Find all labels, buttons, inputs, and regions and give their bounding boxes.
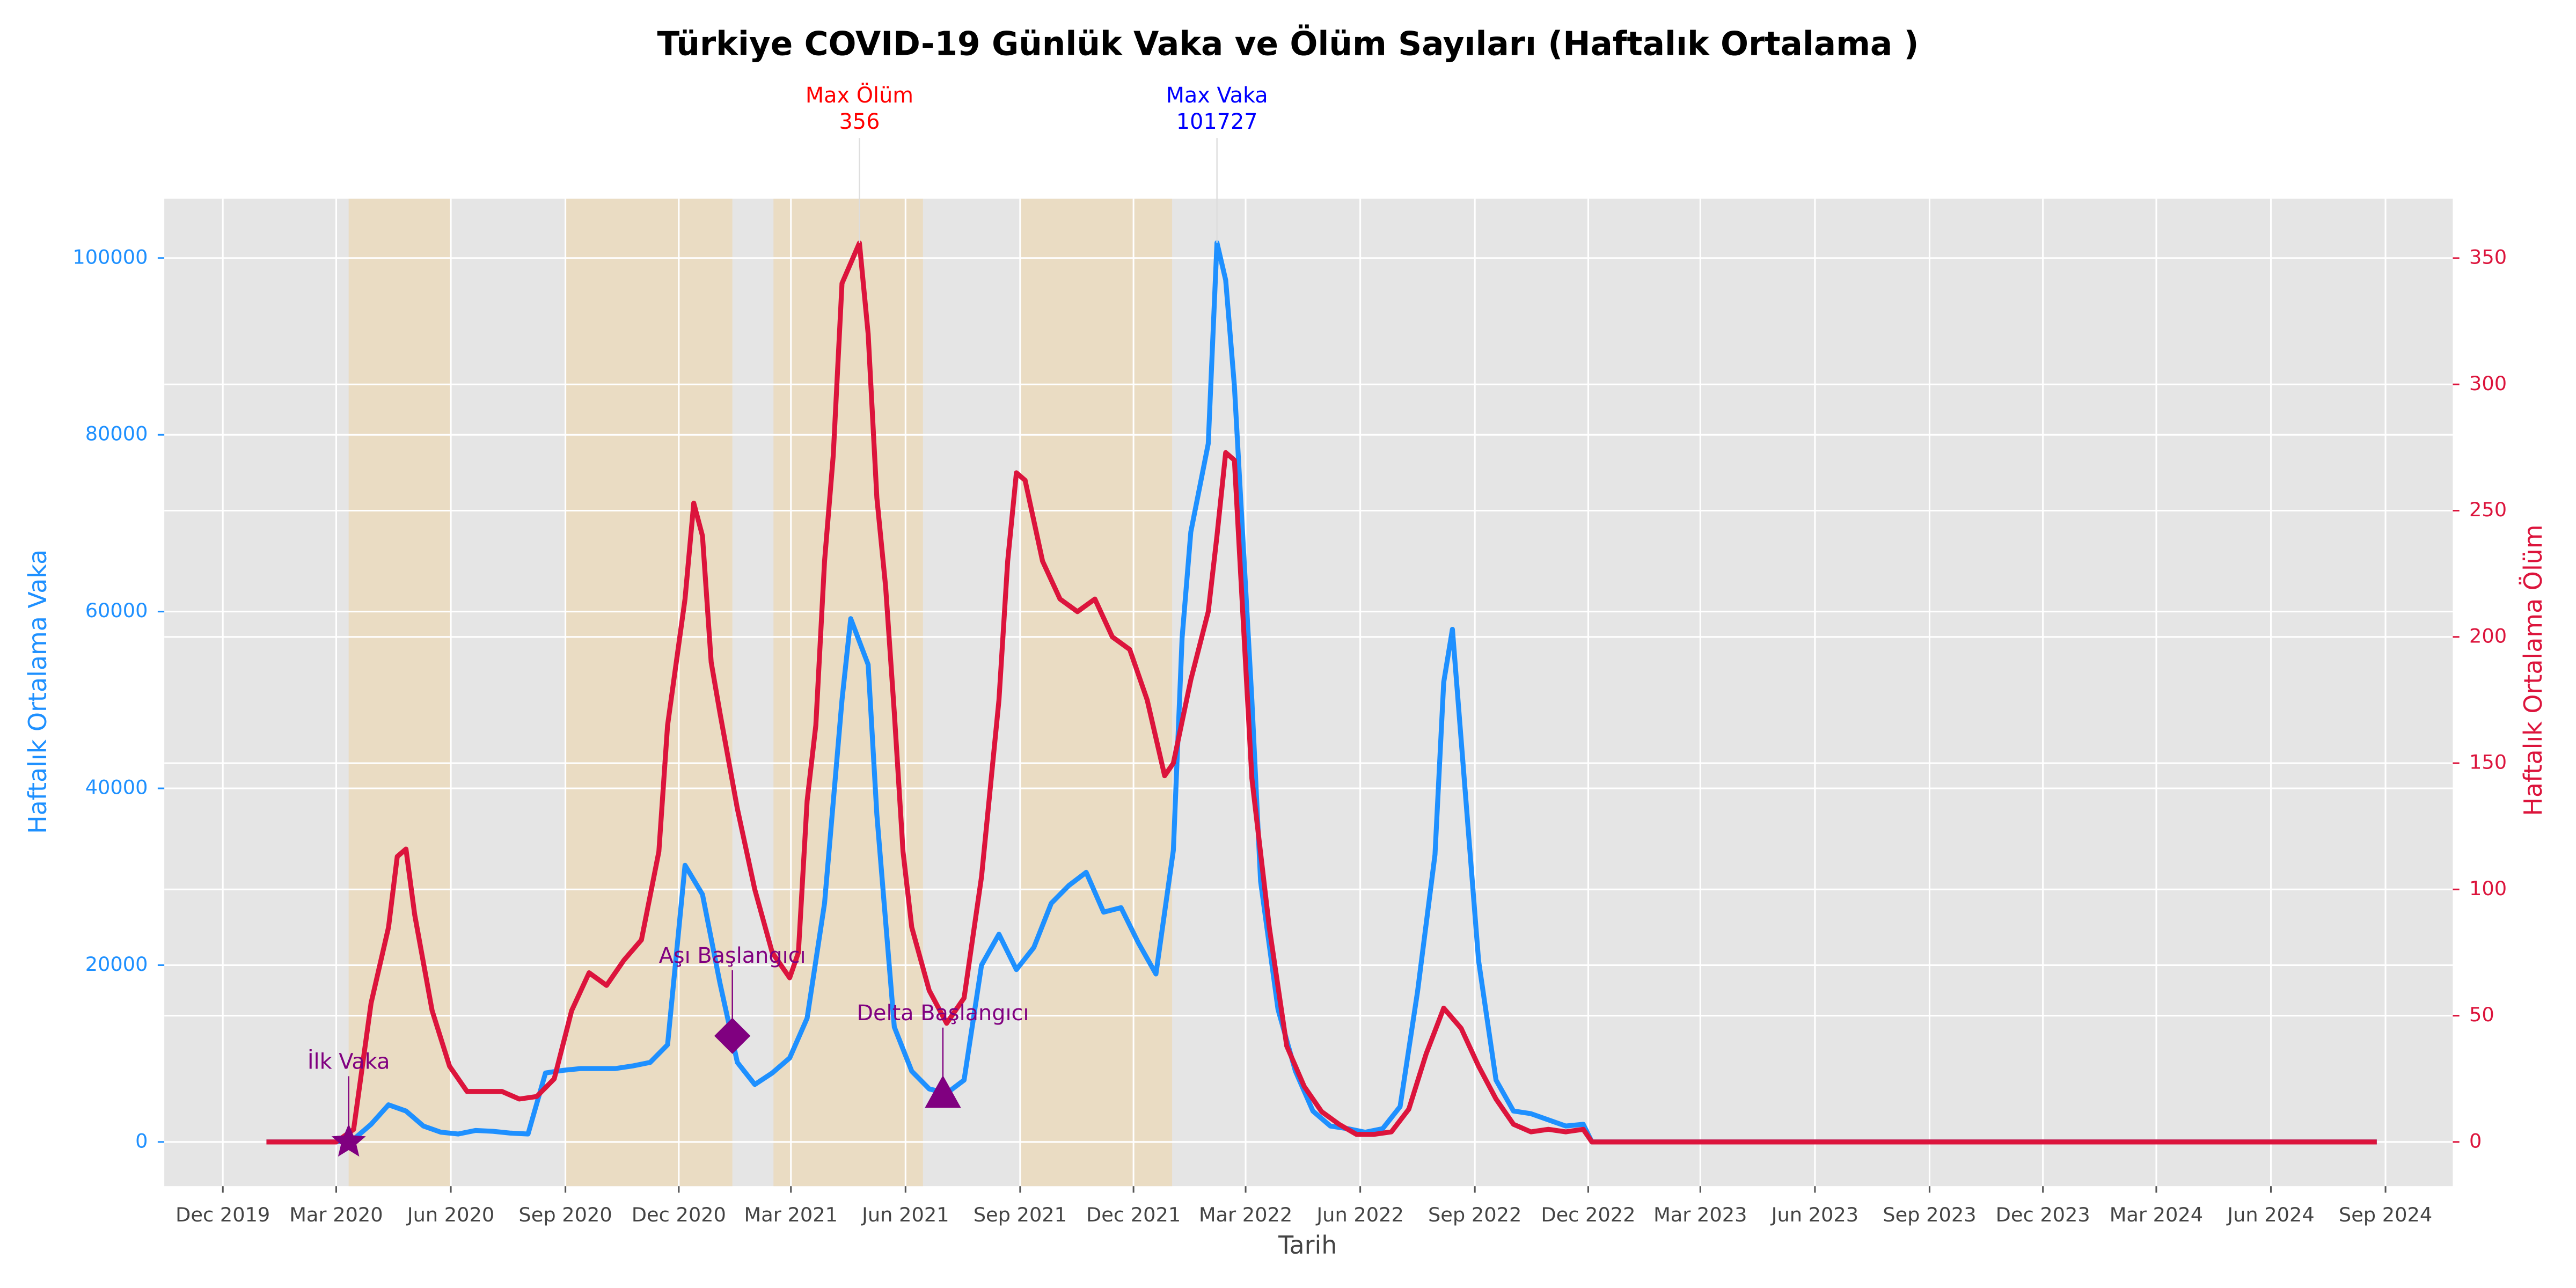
x-tick-label: Jun 2023 <box>1770 1203 1859 1226</box>
y2-tick-label: 0 <box>2469 1129 2482 1152</box>
plot-background <box>164 199 2453 1187</box>
x-tick-label: Dec 2019 <box>175 1203 270 1226</box>
y2-tick-label: 50 <box>2469 1003 2494 1026</box>
y2-tick-label: 150 <box>2469 751 2507 774</box>
max-label-text: Max Ölüm <box>806 83 913 108</box>
data-line <box>266 240 2377 1145</box>
y-axis-label: Haftalık Ortalama Vaka <box>23 550 52 834</box>
max-label-text: Max Vaka <box>1166 83 1268 108</box>
x-tick-label: Sep 2021 <box>974 1203 1067 1226</box>
annotation-text: Delta Başlangıcı <box>857 1001 1029 1026</box>
shaded-period <box>773 199 923 1187</box>
x-tick-label: Dec 2020 <box>632 1203 726 1226</box>
x-tick-label: Mar 2021 <box>744 1203 838 1226</box>
y-tick-label: 20000 <box>85 953 148 976</box>
y2-tick-label: 300 <box>2469 372 2507 395</box>
y2-tick-label: 100 <box>2469 877 2507 900</box>
annotation-marker <box>331 1124 366 1157</box>
x-tick-label: Sep 2020 <box>518 1203 612 1226</box>
y2-tick-label: 200 <box>2469 624 2507 647</box>
y-tick-label: 80000 <box>85 422 148 445</box>
x-tick-label: Sep 2024 <box>2339 1203 2432 1226</box>
data-line <box>266 240 2377 1145</box>
chart-title: Türkiye COVID-19 Günlük Vaka ve Ölüm Say… <box>657 24 1919 63</box>
x-tick-label: Jun 2024 <box>2226 1203 2315 1226</box>
x-tick-label: Jun 2021 <box>861 1203 949 1226</box>
shaded-period <box>1020 199 1173 1187</box>
y-tick-label: 60000 <box>85 599 148 622</box>
x-tick-label: Mar 2020 <box>289 1203 383 1226</box>
x-tick-label: Dec 2022 <box>1541 1203 1635 1226</box>
y2-tick-label: 350 <box>2469 245 2507 268</box>
x-tick-label: Jun 2022 <box>1315 1203 1404 1226</box>
x-tick-label: Jun 2020 <box>406 1203 495 1226</box>
annotation-marker <box>925 1075 961 1108</box>
y2-axis-label: Haftalık Ortalama Ölüm <box>2519 524 2548 816</box>
annotation-text: Aşı Başlangıcı <box>659 943 806 968</box>
x-tick-label: Dec 2023 <box>1996 1203 2090 1226</box>
y2-tick-label: 250 <box>2469 498 2507 521</box>
x-tick-label: Mar 2023 <box>1653 1203 1747 1226</box>
annotation-text: İlk Vaka <box>308 1049 390 1074</box>
y-tick-label: 0 <box>135 1129 148 1152</box>
x-tick-label: Mar 2022 <box>1199 1203 1292 1226</box>
max-label-value: 356 <box>839 109 880 134</box>
y-tick-label: 100000 <box>72 245 148 268</box>
x-tick-label: Sep 2023 <box>1883 1203 1976 1226</box>
max-label-value: 101727 <box>1176 109 1258 134</box>
x-tick-label: Mar 2024 <box>2110 1203 2203 1226</box>
x-tick-label: Dec 2021 <box>1086 1203 1181 1226</box>
y-tick-label: 40000 <box>85 776 148 799</box>
shaded-period <box>565 199 733 1187</box>
x-axis-label: Tarih <box>1278 1231 1337 1260</box>
x-tick-label: Sep 2022 <box>1428 1203 1521 1226</box>
